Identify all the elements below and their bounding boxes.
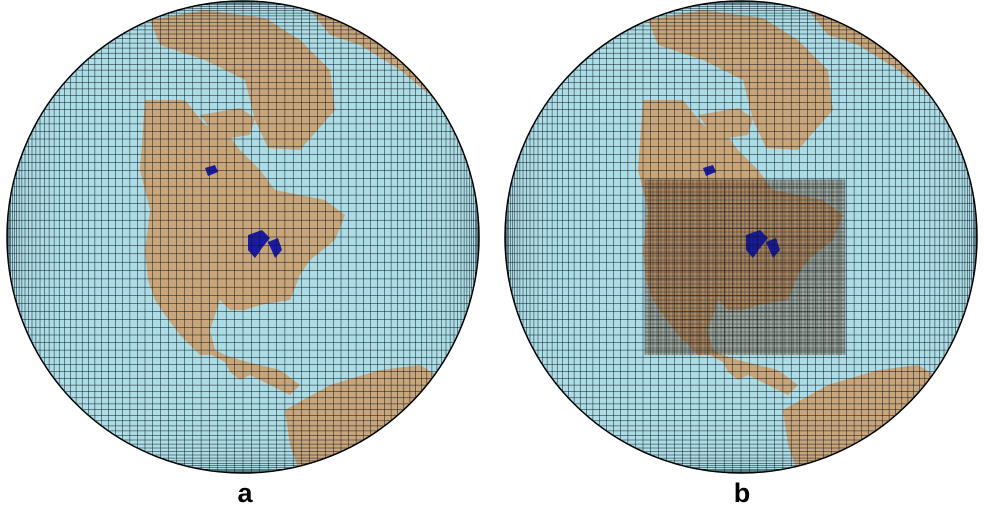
north-america-a <box>140 100 345 395</box>
globe-b <box>505 1 977 473</box>
panel-label-a: a <box>237 478 253 508</box>
panel-label-b: b <box>733 478 751 508</box>
globe-a <box>7 1 479 473</box>
arctic-islands-a <box>200 108 255 138</box>
arctic-islands-b2 <box>756 90 788 125</box>
arctic-islands-a2 <box>258 90 290 125</box>
globe-a-outline <box>6 0 480 474</box>
north-america-b <box>638 100 843 395</box>
arctic-islands-b <box>698 108 753 138</box>
globe-b-outline <box>504 0 978 474</box>
mesh-a <box>7 1 479 473</box>
great-lakes-a2 <box>268 238 282 258</box>
mesh-b-fine <box>644 179 846 355</box>
